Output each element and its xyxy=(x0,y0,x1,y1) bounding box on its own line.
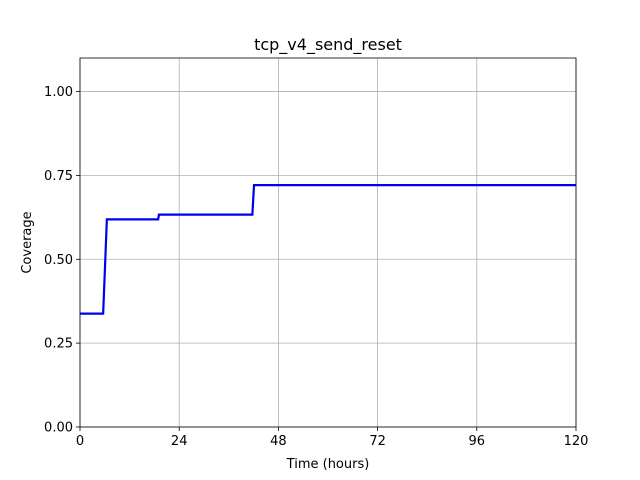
y-tick-label: 1.00 xyxy=(44,85,73,100)
y-tick-label: 0.50 xyxy=(44,253,73,268)
x-axis-label: Time (hours) xyxy=(286,457,370,472)
grid xyxy=(79,58,577,428)
x-tick-label: 0 xyxy=(76,434,84,449)
x-tick-label: 72 xyxy=(369,434,386,449)
x-tick-label: 48 xyxy=(270,434,287,449)
y-tick-label: 0.00 xyxy=(44,421,73,436)
y-tick-label: 0.25 xyxy=(44,337,73,352)
x-tick-label: 96 xyxy=(469,434,486,449)
coverage-series-line xyxy=(80,184,576,315)
x-tick-label: 24 xyxy=(171,434,188,449)
plot-frame xyxy=(79,57,577,428)
x-tick-label: 120 xyxy=(564,434,589,449)
y-tick-label: 0.75 xyxy=(44,169,73,184)
y-axis-label: Coverage xyxy=(20,211,35,273)
series-layer xyxy=(80,184,576,315)
chart-title: tcp_v4_send_reset xyxy=(254,35,402,55)
ticks: 0 24 48 72 96 120 0.00 0.25 0.50 0.75 1.00 xyxy=(44,85,588,449)
